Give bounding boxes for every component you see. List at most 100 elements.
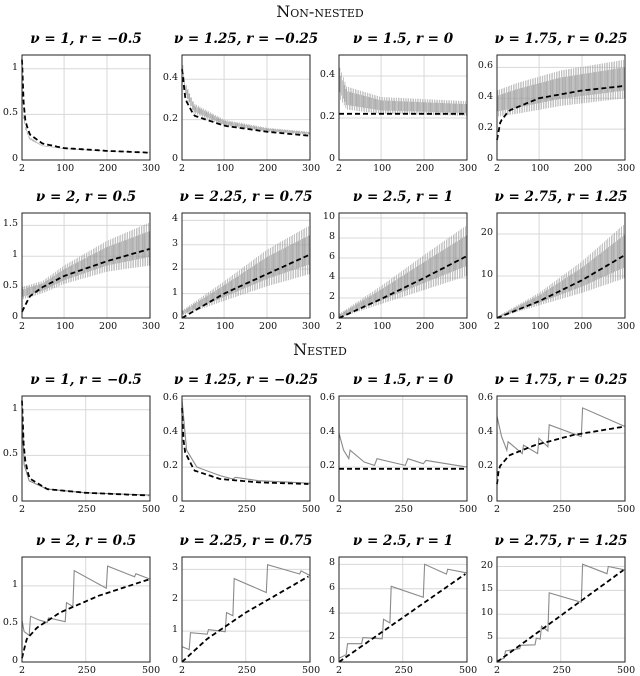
x-tick-label: 500 <box>302 504 321 515</box>
y-tick-label: 3 <box>171 237 178 249</box>
x-tick-label: 500 <box>302 665 321 676</box>
subplot-12: ν = 1.75, r = 0.25 2 250 500 0 0.2 0.4 0.6 <box>478 372 635 515</box>
plot-area <box>496 395 626 502</box>
x-tick-label: 250 <box>237 504 256 515</box>
subplot-title: ν = 1.75, r = 0.25 <box>494 31 628 47</box>
y-tick-label: 4 <box>328 606 335 618</box>
plot-area <box>21 212 151 319</box>
subplot-2: ν = 1.25, r = −0.25 2 100 200 300 0 0.2 0.4 <box>163 31 320 174</box>
plot-area <box>21 395 151 502</box>
y-tick-label: 0 <box>171 655 178 666</box>
x-tick-label: 200 <box>416 321 435 332</box>
subplot-title: ν = 2, r = 0.5 <box>35 189 137 205</box>
dashed-reference-line <box>496 425 624 485</box>
axes-frame <box>181 54 311 161</box>
axes-frame <box>338 54 468 161</box>
axes-frame <box>181 212 311 319</box>
x-tick-label: 300 <box>142 163 161 174</box>
y-tick-label: 0 <box>328 311 335 322</box>
axes-frame <box>181 395 311 502</box>
y-tick-label: 1 <box>11 402 18 414</box>
subplot-11: ν = 1.5, r = 0 2 250 500 0 0.2 0.4 0.6 <box>320 372 477 515</box>
gray-series-oscillation <box>21 222 151 300</box>
subplot-title: ν = 1.75, r = 0.25 <box>494 372 628 388</box>
axes-frame <box>496 556 626 663</box>
x-tick-label: 2 <box>179 665 186 676</box>
subplot-14: ν = 2.25, r = 0.75 2 250 500 0 1 2 3 <box>172 533 320 676</box>
x-tick-label: 200 <box>574 163 593 174</box>
y-tick-label: 0 <box>171 153 178 164</box>
y-tick-label: 0 <box>11 311 18 322</box>
y-tick-label: 0 <box>171 494 178 505</box>
subplot-title: ν = 2, r = 0.5 <box>35 533 137 549</box>
x-tick-label: 300 <box>142 321 161 332</box>
dashed-reference-line <box>496 254 626 319</box>
subplot-6: ν = 2.25, r = 0.75 2 100 200 300 0 1 2 3 4 <box>172 189 320 332</box>
y-tick-label: 0 <box>11 494 18 505</box>
subplot-5: ν = 2, r = 0.5 2 100 200 300 0 0.5 1 1.5 <box>3 189 160 332</box>
x-tick-label: 250 <box>77 504 96 515</box>
x-tick-label: 300 <box>617 163 636 174</box>
x-tick-label: 200 <box>574 321 593 332</box>
gray-series-line <box>496 407 626 455</box>
subplot-4: ν = 1.75, r = 0.25 2 100 200 300 0 0.2 0.4 0.6 <box>478 31 635 174</box>
x-tick-label: 200 <box>259 321 278 332</box>
subplot-16: ν = 2.75, r = 1.25 2 250 500 0 5 10 15 20 <box>481 533 635 676</box>
dashed-reference-line <box>338 255 468 319</box>
x-tick-label: 200 <box>99 163 118 174</box>
gray-series-oscillation <box>338 67 468 116</box>
y-tick-label: 0 <box>486 655 493 666</box>
x-tick-label: 2 <box>336 504 343 515</box>
axes-frame <box>21 54 151 161</box>
y-tick-label: 1 <box>11 578 18 590</box>
dashed-reference-line <box>21 400 149 497</box>
x-tick-label: 100 <box>216 321 235 332</box>
y-tick-label: 0.5 <box>2 107 18 119</box>
y-tick-label: 0.2 <box>319 111 335 122</box>
y-tick-label: 0.6 <box>319 392 335 404</box>
subplot-title: ν = 1, r = −0.5 <box>30 372 142 388</box>
x-tick-label: 100 <box>216 163 235 174</box>
x-tick-label: 500 <box>617 504 636 515</box>
x-tick-label: 100 <box>56 163 75 174</box>
x-tick-label: 500 <box>142 504 161 515</box>
x-tick-label: 2 <box>336 163 343 174</box>
y-tick-label: 0.2 <box>162 112 178 124</box>
dashed-reference-line <box>21 247 151 313</box>
axes-frame <box>21 212 151 319</box>
y-tick-label: 6 <box>328 581 335 593</box>
x-tick-label: 100 <box>56 321 75 332</box>
y-tick-label: 1.5 <box>2 218 18 230</box>
gray-series-line <box>181 399 311 484</box>
y-tick-label: 2 <box>328 291 335 302</box>
y-tick-label: 0 <box>171 311 178 322</box>
x-tick-label: 250 <box>552 665 571 676</box>
axes-frame <box>496 395 626 502</box>
y-tick-label: 0.2 <box>477 460 493 472</box>
x-tick-label: 300 <box>459 321 478 332</box>
y-tick-label: 0 <box>11 655 18 666</box>
y-tick-label: 20 <box>480 227 493 238</box>
y-tick-label: 0 <box>328 655 335 666</box>
y-tick-label: 2 <box>328 630 335 642</box>
y-tick-label: 2 <box>171 593 178 605</box>
x-tick-label: 250 <box>394 504 413 515</box>
x-tick-label: 200 <box>259 163 278 174</box>
plot-area <box>496 556 626 663</box>
y-tick-label: 0.5 <box>2 448 18 460</box>
y-tick-label: 0 <box>486 311 493 322</box>
y-tick-label: 0 <box>486 153 493 164</box>
y-tick-label: 0.4 <box>162 426 178 438</box>
y-tick-label: 0 <box>11 153 18 164</box>
y-tick-label: 20 <box>480 559 493 571</box>
y-tick-label: 0.4 <box>319 69 335 80</box>
y-tick-label: 0.4 <box>477 426 493 438</box>
axes-frame <box>338 395 468 502</box>
subplot-title: ν = 1, r = −0.5 <box>30 31 142 47</box>
x-tick-label: 2 <box>19 163 26 174</box>
x-tick-label: 250 <box>237 665 256 676</box>
plot-area <box>181 395 311 502</box>
y-tick-label: 4 <box>328 271 335 282</box>
y-tick-label: 8 <box>328 557 335 569</box>
gray-series-oscillation <box>181 61 311 135</box>
